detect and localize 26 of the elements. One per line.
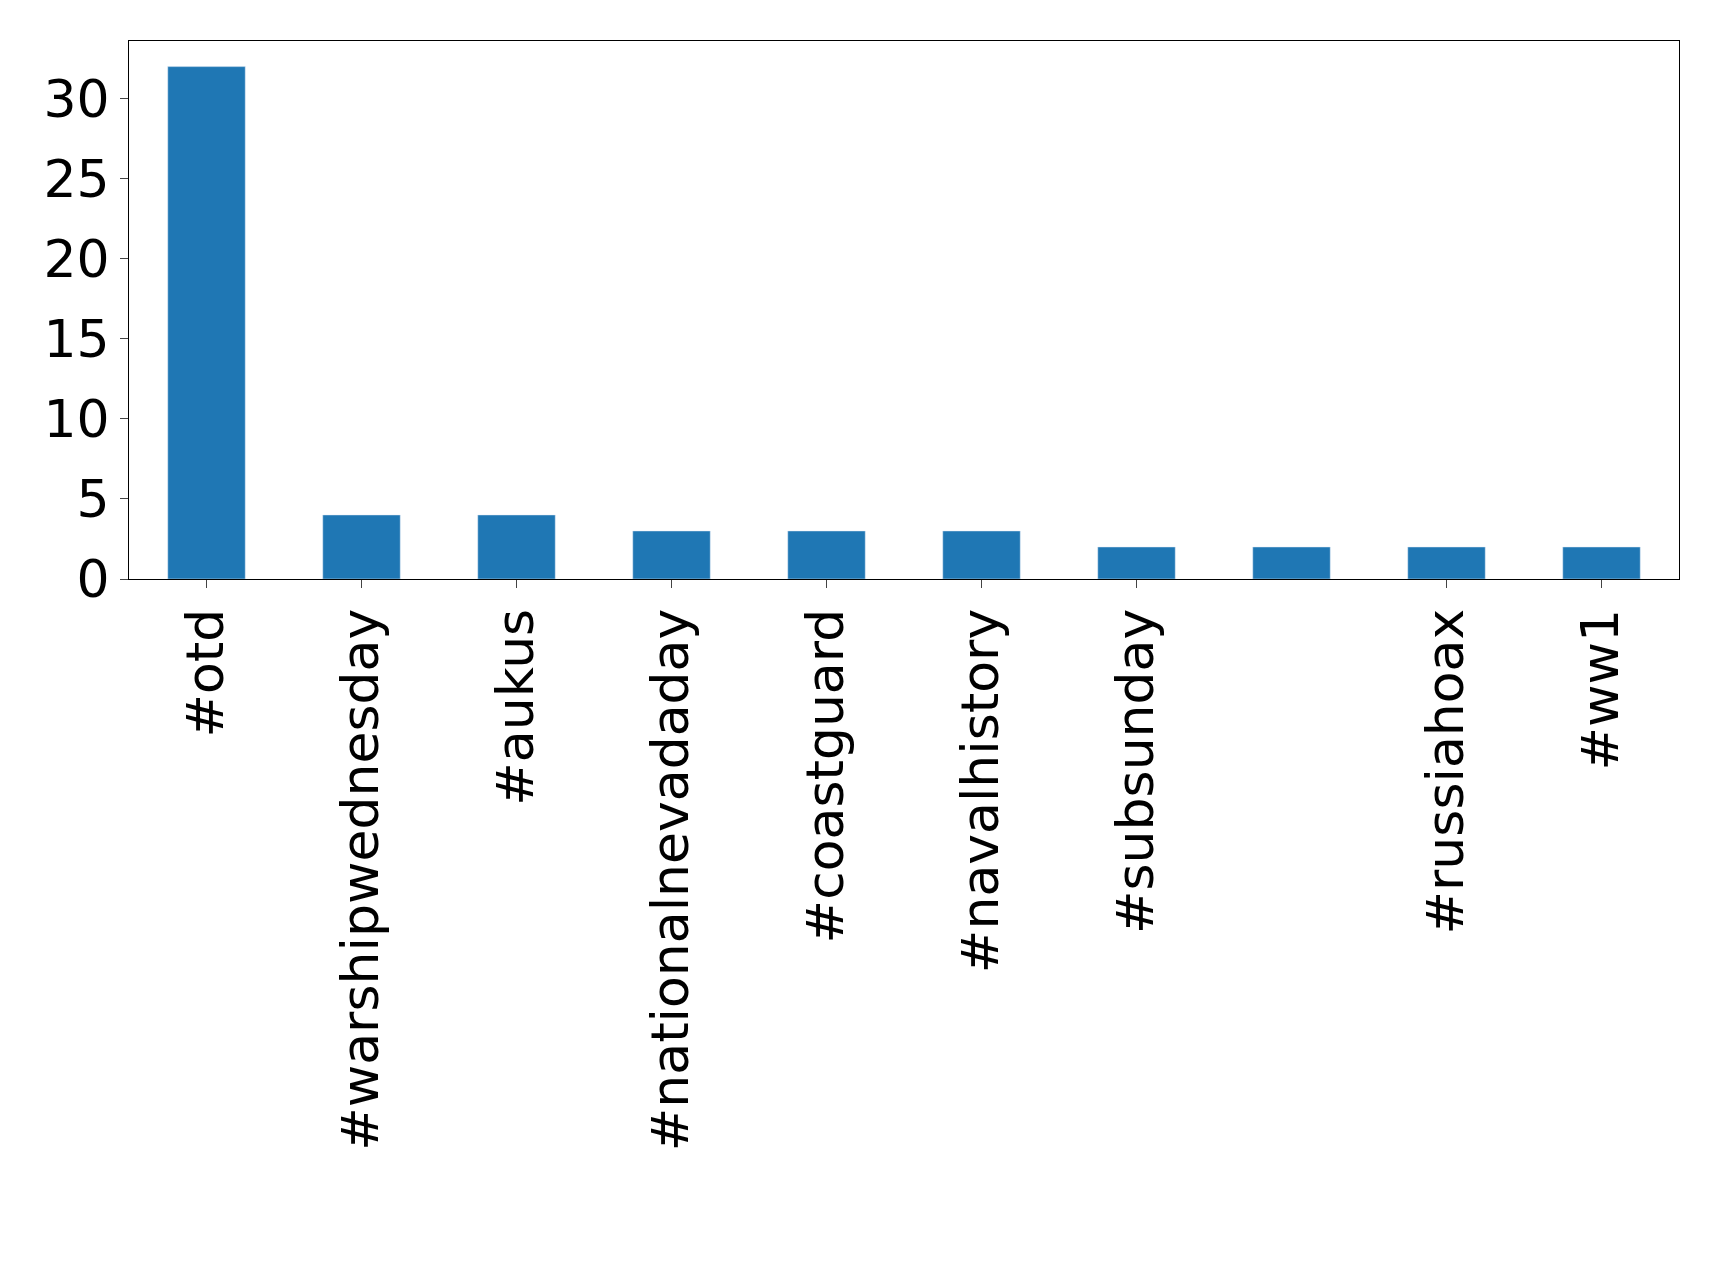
x-tick-label: #coastguard [795, 608, 856, 944]
x-tick-label: #russiahoax [1415, 608, 1476, 935]
y-tick-label: 30 [43, 68, 110, 129]
bar [477, 514, 556, 579]
x-tick-label: #nationalnevadaday [640, 608, 701, 1152]
x-tick-label: #warshipwednesday [330, 608, 391, 1151]
y-tick-label: 15 [43, 309, 110, 370]
bar [1407, 546, 1486, 579]
bar [1097, 546, 1176, 579]
y-tick-label: 20 [43, 228, 110, 289]
bar [167, 66, 246, 579]
bar [632, 530, 711, 579]
y-tick-label: 0 [76, 549, 110, 610]
y-tick-label: 10 [43, 389, 110, 450]
x-tick-label: #subsunday [1105, 608, 1166, 935]
x-tick-label: #otd [175, 608, 236, 738]
x-tick-label: #navalhistory [950, 608, 1011, 974]
bar [1252, 546, 1331, 579]
bar [942, 530, 1021, 579]
y-tick-label: 5 [76, 469, 110, 530]
bar [322, 514, 401, 579]
bar [787, 530, 866, 579]
x-tick-label: #aukus [485, 608, 546, 806]
bar [1562, 546, 1641, 579]
x-tick-label: #ww1 [1570, 608, 1631, 771]
y-tick-label: 25 [43, 148, 110, 209]
